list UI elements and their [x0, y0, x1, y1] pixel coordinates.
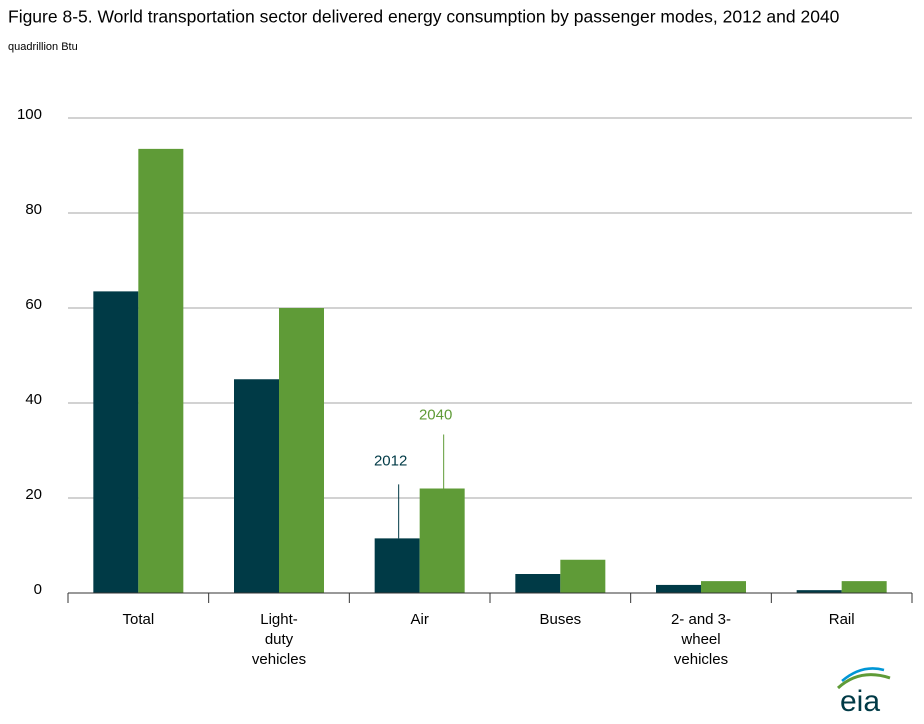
x-tick-label: vehicles	[674, 651, 728, 668]
x-tick-label: Rail	[829, 611, 855, 628]
x-tick-label: Light-	[260, 611, 298, 628]
bar	[560, 559, 606, 593]
bar	[279, 308, 324, 593]
bar	[656, 584, 701, 593]
logo: eia	[836, 667, 891, 718]
x-tick-label: Buses	[539, 611, 581, 628]
chart-subtitle: quadrillion Btu	[8, 41, 78, 53]
legend-label: 2012	[374, 452, 407, 469]
bar	[374, 538, 420, 593]
x-tick-label: duty	[265, 631, 294, 648]
y-tick-label: 60	[25, 296, 42, 313]
chart-title: Figure 8-5. World transportation sector …	[8, 7, 840, 27]
bar	[419, 488, 465, 593]
bar	[234, 379, 279, 593]
y-tick-label: 0	[34, 581, 42, 598]
x-tick-label: Air	[410, 611, 428, 628]
y-tick-label: 40	[25, 391, 42, 408]
logo-swoosh	[836, 673, 891, 690]
bar	[701, 581, 746, 593]
y-tick-label: 100	[17, 106, 42, 123]
x-tick-label: wheel	[680, 631, 720, 648]
x-tick-label: Total	[122, 611, 154, 628]
bar	[93, 291, 139, 593]
logo-text: eia	[840, 685, 880, 718]
bar	[138, 148, 184, 593]
bar	[841, 581, 887, 593]
logo-swoosh	[841, 667, 885, 682]
y-tick-label: 80	[25, 201, 42, 218]
legend-label: 2040	[419, 406, 452, 423]
bar	[515, 574, 561, 593]
x-tick-label: 2- and 3-	[671, 611, 731, 628]
y-tick-label: 20	[25, 486, 42, 503]
x-tick-label: vehicles	[252, 651, 306, 668]
bar	[796, 590, 842, 593]
